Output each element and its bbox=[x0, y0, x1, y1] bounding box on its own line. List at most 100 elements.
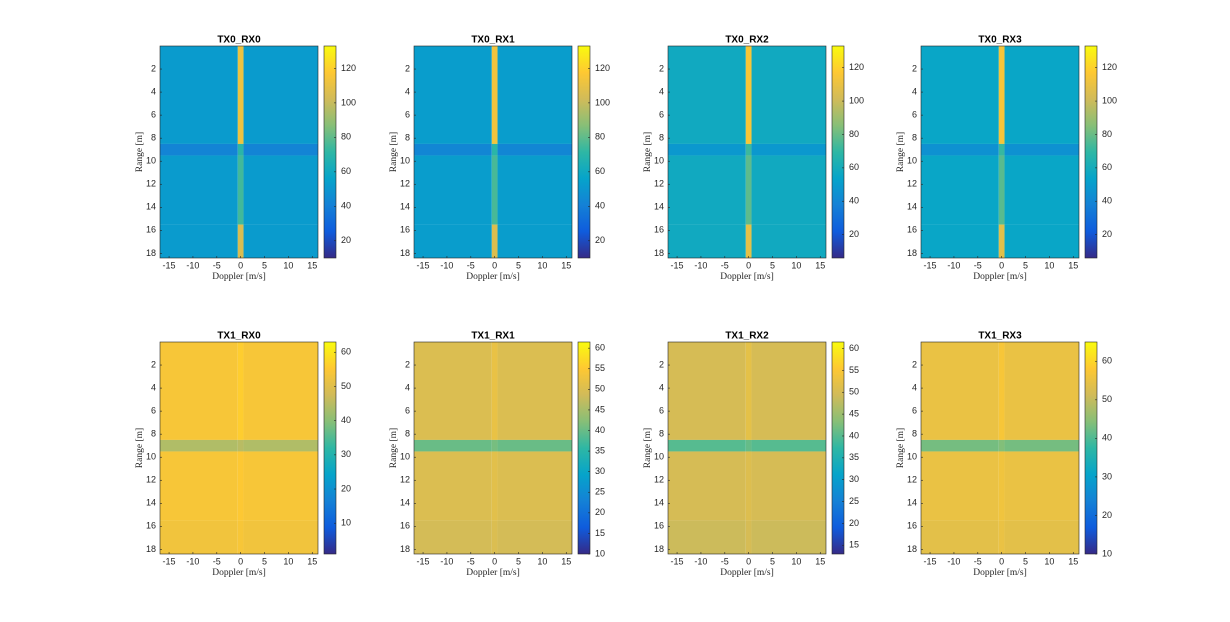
y-axis-label: Range [m] bbox=[135, 132, 145, 172]
y-tick-label: 6 bbox=[151, 110, 156, 120]
colorbar bbox=[831, 341, 845, 555]
colorbar-tick-label: 45 bbox=[849, 408, 859, 418]
heat-cell bbox=[414, 143, 492, 156]
y-tick-label: 4 bbox=[912, 86, 917, 96]
x-tick-label: 5 bbox=[262, 556, 267, 566]
chart-title: TX0_RX0 bbox=[217, 35, 261, 46]
heat-cell bbox=[668, 46, 746, 144]
heat-cell bbox=[1004, 342, 1079, 440]
heat-cell bbox=[921, 342, 999, 440]
x-tick-label: -5 bbox=[213, 556, 221, 566]
heat-cell bbox=[745, 451, 752, 521]
heat-cell bbox=[243, 224, 318, 258]
y-tick-label: 6 bbox=[659, 406, 664, 416]
heat-cell bbox=[497, 342, 572, 440]
y-tick-label: 8 bbox=[151, 429, 156, 439]
heat-cell bbox=[745, 46, 752, 144]
axes-frame bbox=[159, 341, 319, 555]
heat-cell bbox=[745, 342, 752, 440]
colorbar-tick-label: 40 bbox=[595, 201, 605, 211]
colorbar-tick-label: 100 bbox=[341, 97, 356, 107]
heat-cell bbox=[998, 520, 1005, 554]
heat-cell bbox=[160, 155, 238, 225]
y-tick-label: 16 bbox=[146, 521, 156, 531]
x-tick-label: 0 bbox=[746, 556, 751, 566]
colorbar-tick-label: 25 bbox=[849, 496, 859, 506]
heat-cell bbox=[751, 342, 826, 440]
axes-frame bbox=[667, 45, 827, 259]
y-tick-label: 10 bbox=[654, 156, 664, 166]
heat-cell bbox=[751, 224, 826, 258]
y-tick-label: 4 bbox=[659, 86, 664, 96]
colorbar-tick-label: 45 bbox=[595, 404, 605, 414]
y-tick-label: 14 bbox=[146, 202, 156, 212]
y-tick-label: 16 bbox=[907, 225, 917, 235]
heat-cell bbox=[414, 451, 492, 521]
heat-cell bbox=[243, 451, 318, 521]
colorbar-tick-label: 60 bbox=[341, 347, 351, 357]
x-tick-label: -5 bbox=[974, 556, 982, 566]
x-tick-label: 15 bbox=[561, 260, 571, 270]
colorbar bbox=[577, 341, 591, 555]
heat-cell bbox=[745, 520, 752, 554]
colorbar-tick-label: 15 bbox=[595, 528, 605, 538]
colorbar-tick-label: 120 bbox=[595, 63, 610, 73]
axes-frame bbox=[920, 45, 1080, 259]
y-axis-label: Range [m] bbox=[643, 428, 653, 468]
x-tick-label: -15 bbox=[924, 556, 937, 566]
x-tick-label: 15 bbox=[815, 556, 825, 566]
y-tick-label: 14 bbox=[400, 202, 410, 212]
y-tick-label: 4 bbox=[151, 86, 156, 96]
y-tick-label: 10 bbox=[654, 452, 664, 462]
heat-cell bbox=[491, 143, 498, 156]
x-axis-label: Doppler [m/s] bbox=[973, 568, 1027, 578]
heat-cell bbox=[921, 520, 999, 554]
axes-frame bbox=[159, 45, 319, 259]
axes-frame bbox=[667, 341, 827, 555]
y-tick-label: 14 bbox=[907, 202, 917, 212]
x-tick-label: 5 bbox=[262, 260, 267, 270]
heat-cell bbox=[1004, 451, 1079, 521]
chart-title: TX1_RX1 bbox=[471, 331, 515, 342]
chart-title: TX1_RX2 bbox=[725, 331, 769, 342]
colorbar-tick-label: 20 bbox=[849, 518, 859, 528]
y-tick-label: 16 bbox=[907, 521, 917, 531]
chart-title: TX0_RX1 bbox=[471, 35, 515, 46]
x-tick-label: -15 bbox=[417, 556, 430, 566]
x-axis-label: Doppler [m/s] bbox=[720, 568, 774, 578]
colorbar-tick-label: 120 bbox=[849, 62, 864, 72]
x-axis-label: Doppler [m/s] bbox=[466, 272, 520, 282]
colorbar-tick-label: 80 bbox=[1102, 129, 1112, 139]
y-tick-label: 16 bbox=[146, 225, 156, 235]
colorbar-tick-label: 20 bbox=[849, 229, 859, 239]
x-axis-label: Doppler [m/s] bbox=[973, 272, 1027, 282]
y-tick-label: 12 bbox=[400, 179, 410, 189]
colorbar-tick-label: 60 bbox=[1102, 356, 1112, 366]
y-tick-label: 18 bbox=[654, 248, 664, 258]
colorbar-tick-label: 40 bbox=[341, 201, 351, 211]
heat-cell bbox=[414, 439, 492, 452]
heat-cell bbox=[751, 520, 826, 554]
colorbar-tick-label: 20 bbox=[1102, 229, 1112, 239]
colorbar-tick-label: 40 bbox=[1102, 196, 1112, 206]
heat-cell bbox=[921, 451, 999, 521]
heat-cell bbox=[160, 439, 238, 452]
heat-cell bbox=[497, 520, 572, 554]
y-tick-label: 4 bbox=[405, 382, 410, 392]
heat-cell bbox=[237, 439, 244, 452]
x-tick-label: 10 bbox=[1044, 556, 1054, 566]
y-tick-label: 4 bbox=[405, 86, 410, 96]
y-tick-label: 14 bbox=[400, 498, 410, 508]
x-tick-label: 15 bbox=[307, 260, 317, 270]
chart-title: TX0_RX2 bbox=[725, 35, 769, 46]
heat-cell bbox=[491, 224, 498, 258]
x-tick-label: -5 bbox=[721, 260, 729, 270]
heat-cell bbox=[243, 342, 318, 440]
colorbar bbox=[323, 45, 337, 259]
x-tick-label: 0 bbox=[238, 260, 243, 270]
heat-cell bbox=[243, 155, 318, 225]
colorbar-tick-label: 120 bbox=[1102, 62, 1117, 72]
y-tick-label: 10 bbox=[907, 452, 917, 462]
heat-cell bbox=[921, 224, 999, 258]
heat-cell bbox=[491, 439, 498, 452]
